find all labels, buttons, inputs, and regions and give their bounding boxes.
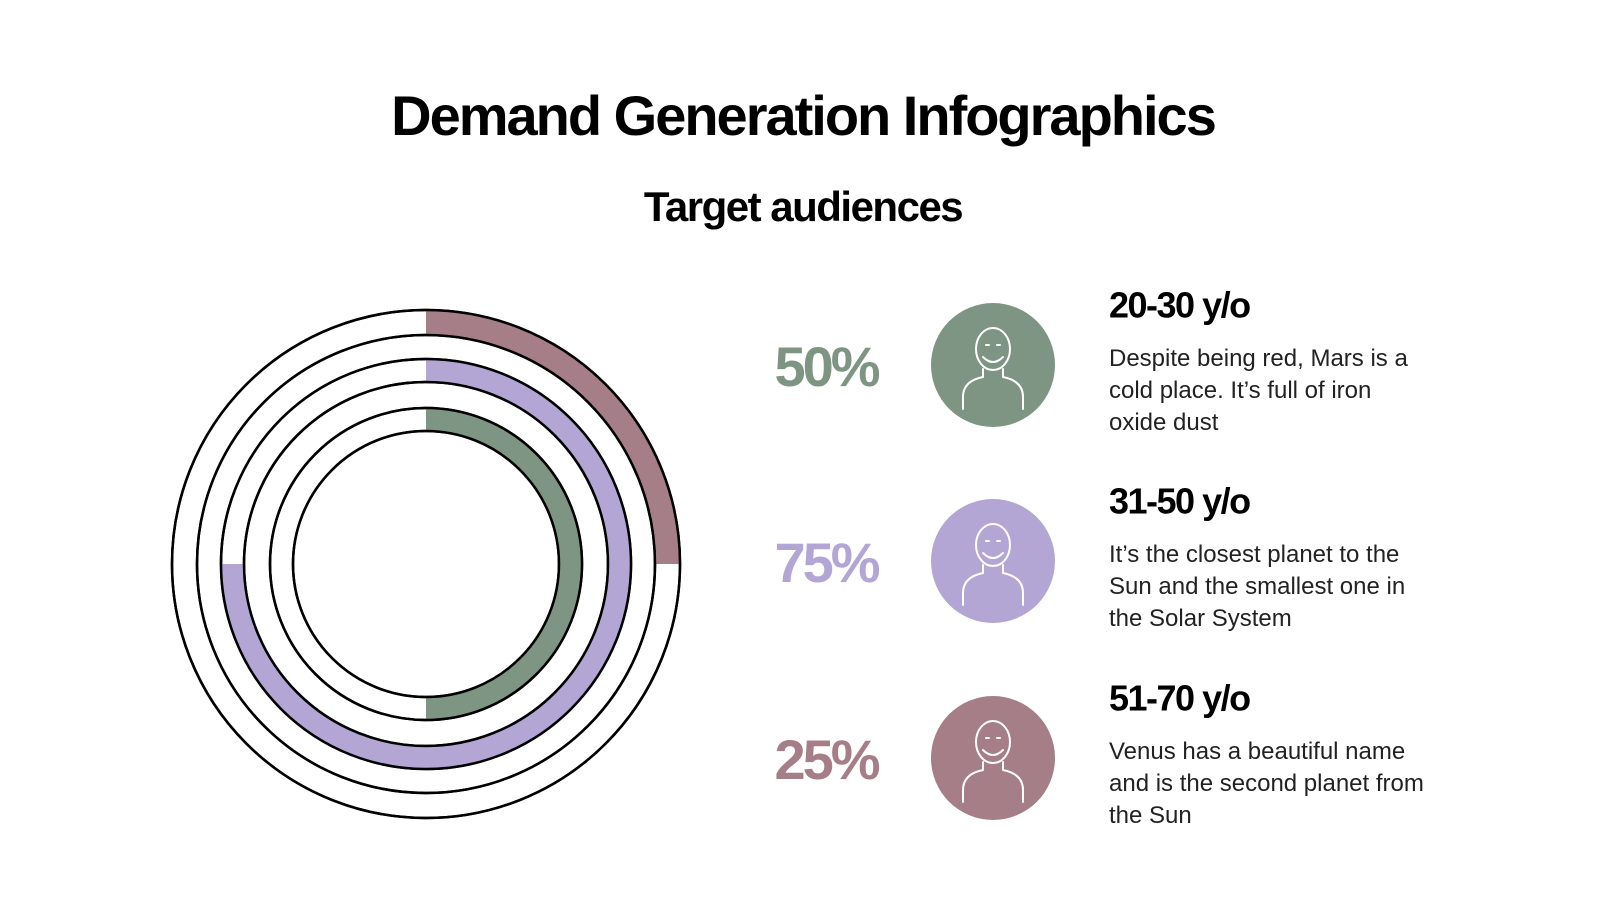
person-icon [962, 523, 1024, 606]
value-label: 25% [774, 728, 879, 791]
icon-face [982, 540, 1004, 559]
icon-head [975, 523, 1011, 567]
description: Despite being red, Mars is a cold place.… [1109, 345, 1408, 436]
ring-outline [195, 333, 657, 795]
ring-outline [219, 357, 633, 771]
ring-arc [221, 359, 631, 769]
ring-arc [425, 408, 582, 720]
icon-body [962, 368, 1024, 410]
person-icon [962, 327, 1024, 410]
category-label: 51-70 y/o [1109, 678, 1250, 719]
ring-outline [242, 380, 610, 748]
icon-face [982, 737, 1004, 756]
chart-title: Demand Generation Infographics [391, 84, 1215, 147]
ring-outline [268, 406, 584, 722]
description: It’s the closest planet to the Sun and t… [1109, 541, 1406, 632]
value-label: 50% [774, 335, 879, 398]
icon-head [975, 327, 1011, 371]
ring-arc [425, 310, 680, 565]
value-label: 75% [774, 531, 879, 594]
description: Venus has a beautiful name and is the se… [1109, 738, 1424, 829]
category-label: 31-50 y/o [1109, 481, 1250, 522]
icon-circle [931, 499, 1055, 623]
chart-subtitle: Target audiences [644, 183, 962, 230]
category-label: 20-30 y/o [1109, 285, 1250, 326]
icon-circle [931, 303, 1055, 427]
ring-outline [242, 380, 610, 748]
icon-face [982, 344, 1004, 363]
ring-outline [291, 429, 561, 699]
ring-outline [170, 308, 682, 820]
person-icon [962, 720, 1024, 803]
icon-head [975, 720, 1011, 764]
icon-body [962, 761, 1024, 803]
icon-circle [931, 696, 1055, 820]
icon-body [962, 564, 1024, 606]
ring-outline [291, 429, 561, 699]
ring-outline [195, 333, 657, 795]
